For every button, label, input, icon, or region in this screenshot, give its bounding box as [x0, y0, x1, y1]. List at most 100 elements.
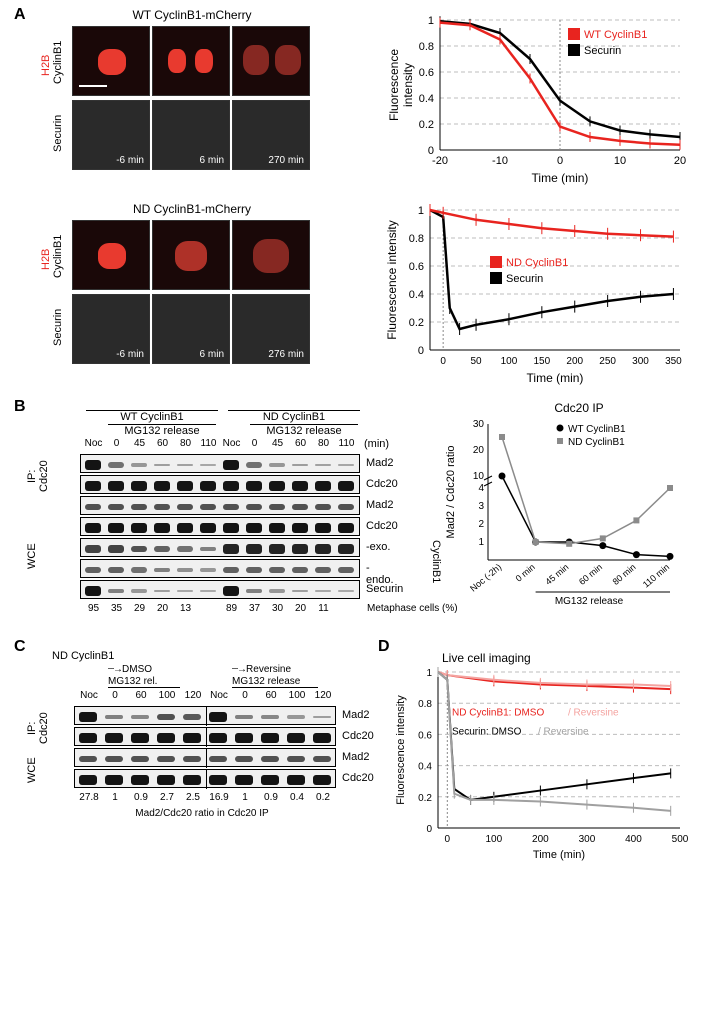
svg-text:Time (min): Time (min) [527, 371, 584, 385]
side-h2b: H2B [40, 50, 52, 80]
svg-text:0: 0 [440, 356, 446, 367]
svg-text:Mad2 / Cdc20 ratio: Mad2 / Cdc20 ratio [445, 446, 457, 539]
svg-text:0.2: 0.2 [419, 119, 434, 131]
panel-b-chart: 1 2 3 410 20 30 Noc (-2h) 0 min 45 min 60 min 80 m… [440, 400, 690, 620]
svg-text:ND CyclinB1: DMSO: ND CyclinB1: DMSO [452, 708, 544, 719]
svg-text:/ Reversine: / Reversine [538, 726, 589, 737]
side-h2b: H2B [40, 244, 52, 274]
svg-text:60 min: 60 min [577, 562, 604, 587]
svg-text:0.4: 0.4 [419, 93, 434, 105]
micro-cell: -6 min [72, 100, 150, 170]
svg-text:0 min: 0 min [514, 562, 537, 584]
svg-text:0.6: 0.6 [419, 67, 434, 79]
svg-text:Securin: Securin [506, 273, 543, 285]
svg-text:0.8: 0.8 [419, 41, 434, 53]
micro-cell [72, 220, 150, 290]
svg-text:Fluorescence: Fluorescence [387, 49, 401, 121]
svg-text:0: 0 [418, 345, 424, 357]
svg-text:3: 3 [478, 501, 484, 512]
micro-cell [152, 220, 230, 290]
wt-title: WT CyclinB1-mCherry [102, 8, 282, 22]
svg-text:0: 0 [426, 824, 432, 835]
svg-text:0.4: 0.4 [418, 762, 432, 773]
svg-text:100: 100 [486, 834, 503, 845]
svg-text:10: 10 [473, 471, 485, 482]
micro-cell [232, 26, 310, 96]
micro-cell: 276 min [232, 294, 310, 364]
svg-text:300: 300 [632, 356, 649, 367]
svg-text:/ Reversine: / Reversine [568, 708, 619, 719]
svg-text:0.2: 0.2 [409, 317, 424, 329]
svg-text:10: 10 [614, 155, 626, 167]
svg-text:-10: -10 [492, 155, 508, 167]
micro-cell: -6 min [72, 294, 150, 364]
svg-text:250: 250 [599, 356, 616, 367]
svg-text:0: 0 [445, 834, 451, 845]
svg-text:Live cell imaging: Live cell imaging [442, 651, 531, 665]
side-securin: Securin [52, 108, 64, 158]
svg-text:1: 1 [428, 15, 434, 27]
svg-text:Fluorescence intensity: Fluorescence intensity [385, 220, 399, 339]
svg-text:350: 350 [665, 356, 682, 367]
svg-text:20: 20 [473, 445, 485, 456]
svg-text:WT CyclinB1: WT CyclinB1 [584, 29, 647, 41]
svg-text:30: 30 [473, 419, 485, 430]
svg-text:20: 20 [674, 155, 686, 167]
side-cyclinb1: CyclinB1 [52, 32, 64, 92]
svg-text:0.6: 0.6 [418, 730, 432, 741]
micro-cell: 6 min [152, 294, 230, 364]
svg-text:Time (min): Time (min) [532, 171, 589, 185]
svg-text:WT CyclinB1: WT CyclinB1 [568, 424, 626, 435]
micro-cell [232, 220, 310, 290]
svg-text:Securin: Securin [584, 45, 621, 57]
panel-c-label: C [14, 638, 26, 656]
svg-text:MG132 release: MG132 release [555, 596, 624, 607]
micro-cell [72, 26, 150, 96]
panel-a-label: A [14, 6, 26, 24]
svg-text:500: 500 [672, 834, 689, 845]
panel-d-chart: 0 0.2 0.4 0.6 0.8 1 0 100 200 300 400 500 Live cell … [390, 648, 695, 878]
svg-text:4: 4 [478, 483, 484, 494]
svg-text:0.8: 0.8 [418, 699, 432, 710]
svg-text:-20: -20 [432, 155, 448, 167]
svg-text:Fluorescence intensity: Fluorescence intensity [395, 695, 407, 805]
panel-a-chart2: 00.20.40.60.81050100150200250300350ND Cy… [380, 200, 690, 385]
svg-text:200: 200 [566, 356, 583, 367]
svg-text:1: 1 [426, 668, 432, 679]
panel-a-bot-micrographs: ND CyclinB1-mCherry -6 min 6 min 276 min… [72, 220, 310, 364]
svg-text:1: 1 [418, 205, 424, 217]
svg-text:45 min: 45 min [543, 562, 570, 587]
svg-text:Noc (-2h): Noc (-2h) [468, 562, 503, 594]
svg-text:300: 300 [579, 834, 596, 845]
panel-c-blots: ND CyclinB1 ┄→DMSO ┄→Reversine MG132 rel… [52, 650, 352, 819]
svg-text:Time (min): Time (min) [533, 849, 585, 861]
side-cyclinb1: CyclinB1 [52, 226, 64, 286]
side-securin: Securin [52, 302, 64, 352]
nd-title: ND CyclinB1-mCherry [102, 202, 282, 216]
micro-cell: 6 min [152, 100, 230, 170]
svg-text:ND CyclinB1: ND CyclinB1 [506, 257, 568, 269]
micro-cell: 270 min [232, 100, 310, 170]
svg-text:50: 50 [470, 356, 482, 367]
panel-d-label: D [378, 638, 390, 656]
panel-a-top-micrographs: WT CyclinB1-mCherry -6 min 6 min 270 min… [72, 26, 310, 170]
svg-text:110 min: 110 min [641, 562, 671, 590]
svg-text:ND CyclinB1: ND CyclinB1 [568, 437, 625, 448]
micro-cell [152, 26, 230, 96]
svg-text:80 min: 80 min [611, 562, 638, 587]
svg-text:0.6: 0.6 [409, 261, 424, 273]
svg-text:Securin: DMSO: Securin: DMSO [452, 726, 522, 737]
svg-text:400: 400 [625, 834, 642, 845]
panel-a-chart1: 00.20.40.60.81-20-1001020WT CyclinB1Secu… [380, 10, 690, 185]
svg-text:intensity: intensity [401, 63, 415, 107]
svg-text:0: 0 [557, 155, 563, 167]
panel-b-label: B [14, 398, 26, 416]
svg-text:150: 150 [533, 356, 550, 367]
panel-b-blots: WT CyclinB1 ND CyclinB1 MG132 release MG… [52, 410, 392, 619]
svg-text:0.8: 0.8 [409, 233, 424, 245]
svg-text:0.4: 0.4 [409, 289, 424, 301]
svg-text:200: 200 [532, 834, 549, 845]
svg-text:0.2: 0.2 [418, 793, 432, 804]
svg-text:2: 2 [478, 519, 484, 530]
svg-text:1: 1 [478, 537, 484, 548]
